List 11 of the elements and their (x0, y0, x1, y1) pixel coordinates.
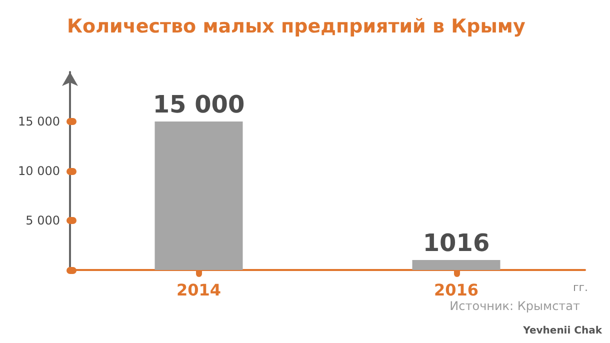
y-tick-label: 15 000 (18, 114, 60, 128)
text: Yevhenii Chak (522, 326, 602, 336)
chart-title: Количество малых предприятий в Крыму (67, 16, 526, 38)
data-label: 15 000 (152, 90, 245, 118)
data-label: 1016 (422, 228, 490, 257)
y-tick-label: 5 000 (26, 214, 60, 228)
x-tick-label: 2016 (434, 280, 479, 300)
x-tick-label: 2014 (176, 280, 222, 300)
x-axis-title: гг. (573, 281, 588, 294)
text: Источник: Крымстат (450, 299, 580, 313)
y-tick-label: 10 000 (18, 164, 60, 178)
